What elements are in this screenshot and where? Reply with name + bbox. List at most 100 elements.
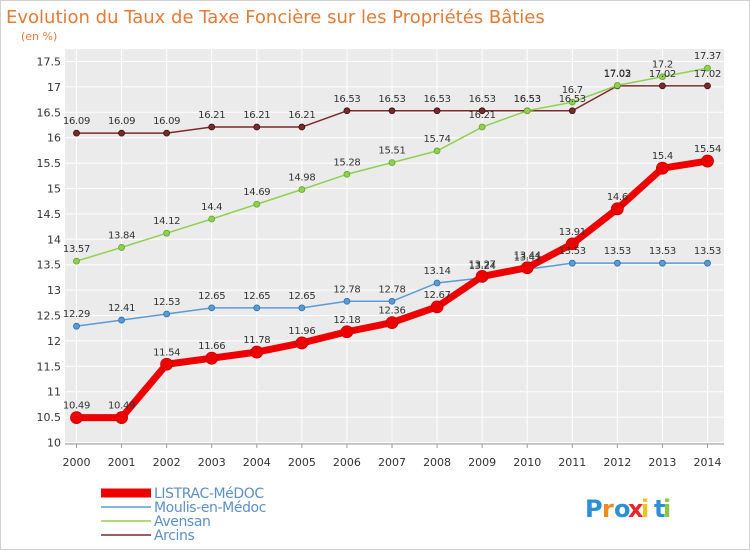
data-label-listrac-medoc: 15.4: [652, 151, 673, 162]
data-labels: 16.09 16.09 16.09 16.21 16.21 16.21 16.53 16.53…: [63, 51, 721, 412]
data-label-moulis-en-medoc: 13.24: [469, 261, 496, 272]
data-label-avensan: 13.57: [63, 244, 90, 255]
data-label-avensan: 15.28: [333, 157, 360, 168]
data-label-arcins: 16.21: [198, 110, 225, 121]
y-tick-label: 15.5: [37, 157, 62, 170]
logo-letter: o: [614, 495, 631, 523]
data-point-moulis-en-medoc: [163, 310, 171, 318]
x-tick-label: 2003: [198, 456, 226, 469]
data-point-arcins: [298, 123, 306, 131]
x-tick-label: 2002: [153, 456, 181, 469]
data-point-moulis-en-medoc: [388, 297, 396, 305]
x-tick-label: 2014: [694, 456, 722, 469]
data-label-moulis-en-medoc: 13.53: [559, 246, 586, 257]
data-point-arcins: [163, 129, 171, 137]
x-tick-label: 2004: [243, 456, 271, 469]
data-point-moulis-en-medoc: [253, 304, 261, 312]
data-label-moulis-en-medoc: 13.41: [514, 252, 541, 263]
data-label-avensan: 17.03: [604, 68, 631, 79]
data-label-arcins: 17.02: [694, 69, 721, 80]
data-label-moulis-en-medoc: 12.53: [153, 297, 180, 308]
x-tick-label: 2008: [423, 456, 451, 469]
legend: LISTRAC-MéDOCMoulis-en-MédocAvensanArcin…: [101, 486, 266, 544]
logo-letter: t: [654, 495, 665, 523]
data-point-listrac-medoc: [701, 154, 714, 168]
data-point-moulis-en-medoc: [298, 304, 306, 312]
data-point-arcins: [433, 107, 441, 115]
data-label-avensan: 14.98: [288, 173, 315, 184]
data-point-avensan: [478, 123, 486, 131]
x-tick-label: 2006: [333, 456, 361, 469]
y-tick-label: 13: [47, 284, 61, 297]
data-label-avensan: 14.12: [153, 216, 180, 227]
x-tick-label: 2005: [288, 456, 316, 469]
data-point-avensan: [704, 64, 711, 72]
data-label-avensan: 14.4: [201, 202, 222, 213]
data-point-arcins: [73, 129, 80, 137]
data-label-arcins: 16.53: [559, 94, 586, 105]
x-tick-label: 2012: [603, 456, 631, 469]
data-point-moulis-en-medoc: [659, 259, 666, 267]
data-point-arcins: [478, 107, 486, 115]
y-tick-label: 12: [47, 335, 61, 348]
data-label-listrac-medoc: 12.18: [333, 315, 360, 326]
data-point-moulis-en-medoc: [73, 322, 80, 330]
logo-letter: r: [602, 495, 614, 523]
data-label-listrac-medoc: 15.54: [694, 144, 721, 155]
data-label-arcins: 17.02: [604, 69, 631, 80]
y-tick-label: 15: [47, 183, 61, 196]
logo-letter: P: [585, 495, 603, 523]
data-point-listrac-medoc: [340, 325, 354, 339]
x-tick-label: 2009: [468, 456, 496, 469]
y-tick-label: 17.5: [37, 56, 62, 69]
chart-y-unit: (en %): [21, 30, 57, 43]
legend-label-moulis-en-medoc: Moulis-en-Médoc: [154, 500, 266, 516]
data-label-arcins: 16.09: [153, 116, 180, 127]
data-point-avensan: [253, 200, 261, 208]
data-point-listrac-medoc: [70, 411, 83, 425]
y-tick-label: 17: [47, 81, 61, 94]
data-point-avensan: [73, 257, 80, 265]
data-label-arcins: 16.53: [469, 94, 496, 105]
data-point-avensan: [163, 229, 171, 237]
data-point-avensan: [343, 170, 351, 178]
data-label-listrac-medoc: 12.67: [424, 290, 451, 301]
data-label-avensan: 16.53: [514, 94, 541, 105]
data-label-moulis-en-medoc: 12.78: [378, 284, 405, 295]
data-point-avensan: [388, 159, 396, 166]
data-label-moulis-en-medoc: 13.53: [694, 246, 721, 257]
data-point-moulis-en-medoc: [568, 259, 576, 267]
logo-letter: i: [663, 495, 671, 523]
data-label-arcins: 16.53: [514, 94, 541, 105]
data-label-moulis-en-medoc: 12.78: [333, 284, 360, 295]
data-label-listrac-medoc: 12.36: [378, 306, 405, 317]
data-label-avensan: 17.2: [652, 60, 673, 71]
logo-letter: i: [641, 495, 649, 523]
data-point-listrac-medoc: [430, 300, 444, 314]
y-tick-label: 13.5: [37, 259, 62, 272]
data-point-moulis-en-medoc: [343, 297, 351, 305]
data-point-arcins: [118, 129, 125, 137]
x-tick-label: 2001: [108, 456, 136, 469]
data-label-arcins: 16.53: [333, 94, 360, 105]
data-label-arcins: 16.53: [378, 94, 405, 105]
data-point-moulis-en-medoc: [704, 259, 711, 267]
data-point-moulis-en-medoc: [433, 279, 441, 287]
data-label-listrac-medoc: 13.44: [514, 251, 541, 262]
data-label-avensan: 15.51: [378, 146, 405, 157]
chart-title: Evolution du Taux de Taxe Foncière sur l…: [6, 7, 545, 28]
data-point-arcins: [568, 107, 576, 115]
data-point-listrac-medoc: [160, 357, 174, 371]
data-point-listrac-medoc: [250, 345, 264, 359]
data-point-avensan: [298, 186, 306, 193]
data-label-moulis-en-medoc: 12.65: [243, 291, 270, 302]
data-point-listrac-medoc: [610, 202, 624, 216]
data-label-listrac-medoc: 11.96: [288, 326, 315, 337]
data-label-listrac-medoc: 10.49: [63, 401, 90, 412]
x-tick-label: 2010: [513, 456, 541, 469]
y-tick-label: 11.5: [37, 360, 62, 373]
axes: 1010.51111.51212.51313.51414.51515.51616…: [37, 56, 724, 469]
series-layer: [70, 64, 714, 425]
